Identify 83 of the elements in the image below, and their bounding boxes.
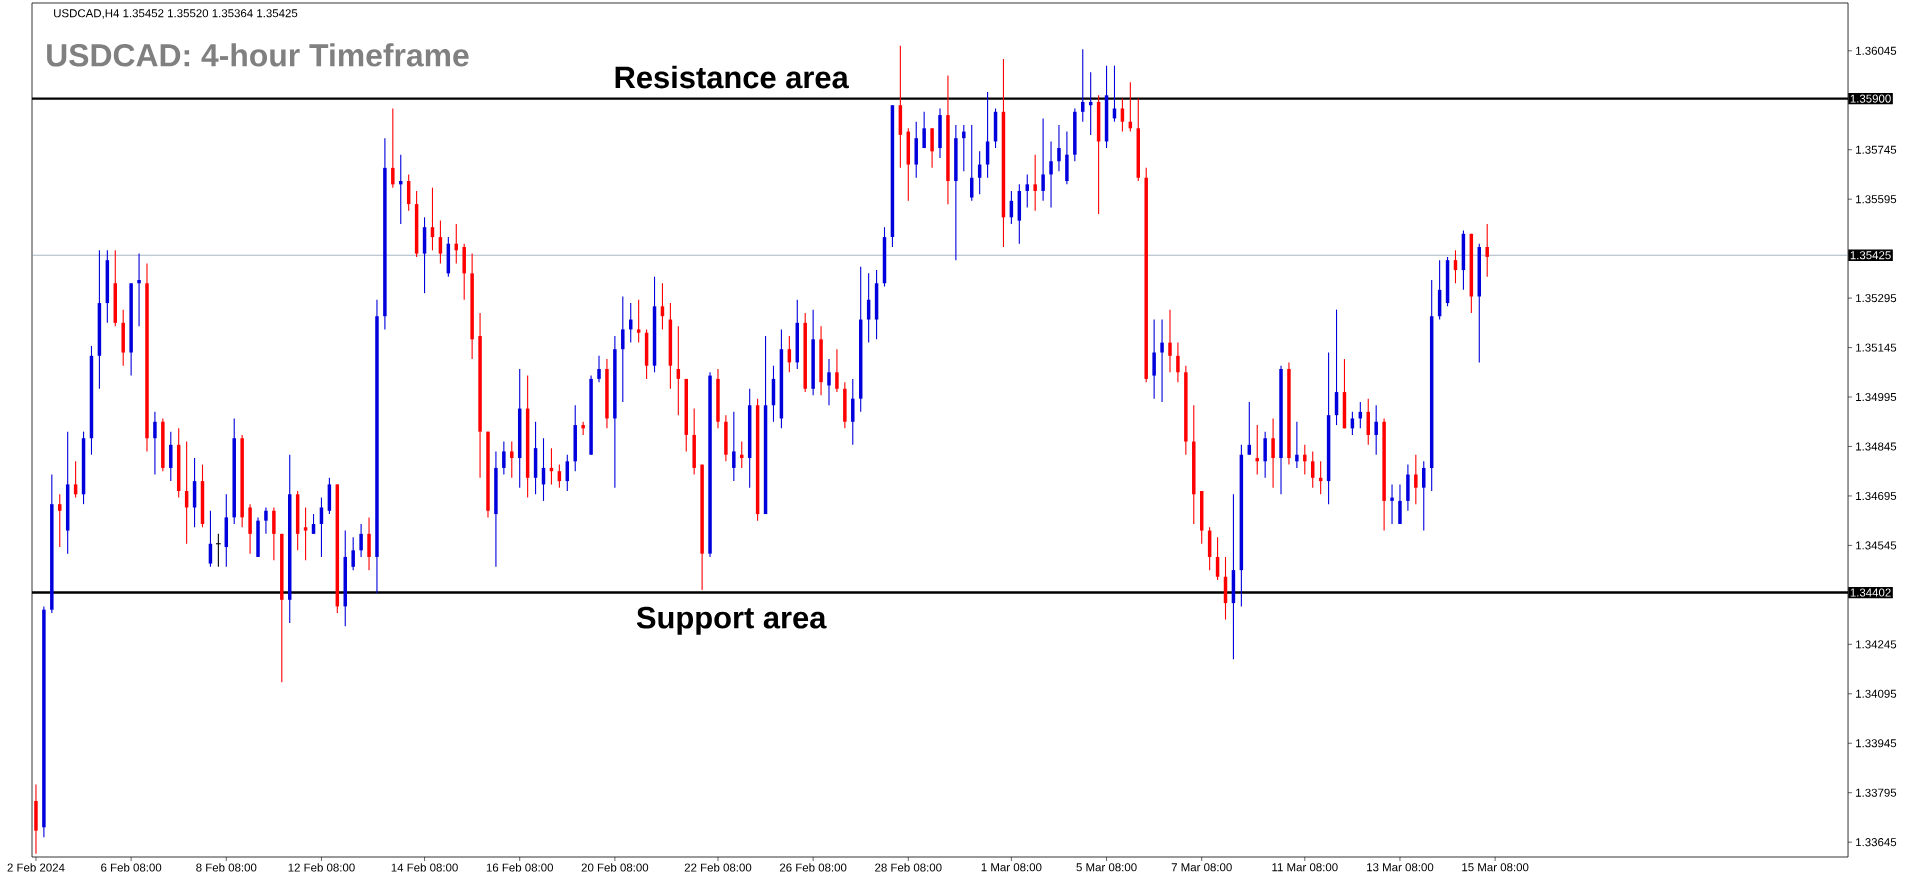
candlestick [502,440,506,476]
candlestick [303,506,308,561]
candlestick [1263,431,1267,479]
x-tick-label: 13 Mar 08:00 [1367,863,1434,872]
candlestick [1255,424,1259,476]
candlestick [399,154,403,225]
x-tick-label: 14 Feb 08:00 [391,863,458,872]
annotation: USDCAD,H4 1.35452 1.35520 1.35364 1.35425 [54,9,298,19]
ref-line-label: 1.34402 [1850,588,1891,597]
x-tick-label: 28 Feb 08:00 [875,863,942,872]
candlestick [1152,318,1156,400]
y-tick-label: 1.35595 [1856,195,1897,204]
y-tick-label: 1.35745 [1856,145,1897,154]
candlestick [740,440,744,469]
x-tick-label: 15 Mar 08:00 [1462,863,1529,872]
candlestick [272,506,276,561]
y-tick-label: 1.34545 [1856,541,1897,550]
x-tick-label: 6 Feb 08:00 [101,863,162,872]
annotation: Support area [636,606,827,635]
y-tick-label: 1.34845 [1856,442,1897,451]
candlestick [1041,117,1045,202]
candlestick [1057,124,1061,172]
ref-line-label: 1.35900 [1850,94,1891,103]
candlestick [922,111,926,149]
candlestick [835,348,839,393]
candlestick [597,355,601,383]
candlestick [1168,309,1172,373]
candlestick [137,253,141,327]
candlestick [621,295,625,403]
annotation: Resistance area [615,65,849,89]
x-tick-label: 20 Feb 08:00 [581,863,649,872]
candlestick [1422,460,1426,532]
candlestick [1271,417,1275,489]
x-tick-label: 26 Feb 08:00 [779,863,847,872]
candlestick [636,299,641,344]
candlestick [1025,173,1029,208]
y-tick-label: 1.33945 [1856,739,1897,748]
x-tick-label: 11 Mar 08:00 [1272,863,1338,872]
y-tick-label: 1.34245 [1856,640,1897,649]
y-tick-label: 1.34095 [1856,689,1897,698]
y-tick-label: 1.36045 [1856,46,1897,55]
candlestick [153,411,157,476]
candlestick [351,536,355,571]
text: USDCAD: 4-hour Timeframe [47,43,469,67]
x-tick-label: 16 Feb 08:00 [486,863,554,872]
candlestick [1390,483,1394,525]
candlestick [1176,342,1180,383]
y-tick-label: 1.34695 [1856,491,1897,500]
candlestick [732,411,736,482]
x-tick-label: 22 Feb 08:00 [684,863,752,872]
y-tick-label: 1.35145 [1856,343,1897,352]
y-tick-label: 1.34995 [1856,392,1897,402]
candlestick [391,107,395,189]
candlestick [367,516,371,571]
candlestick [1033,154,1037,212]
candlestick [359,523,363,558]
y-tick-label: 1.35295 [1856,294,1897,303]
x-tick-label: 12 Feb 08:00 [288,863,355,872]
candlestick [1295,421,1299,469]
candlestick [962,124,966,172]
candlestick [1374,404,1378,456]
candlestick [1303,444,1307,476]
candlestick [827,358,831,406]
x-tick-label: 2 Feb 2024 [7,863,65,872]
candlestick [1081,48,1085,123]
candlestick [1485,223,1489,278]
x-tick-label: 7 Mar 08:00 [1171,863,1232,872]
candlestick [851,378,855,446]
candlestick [1414,454,1418,505]
x-tick-label: 8 Feb 08:00 [196,863,257,872]
y-tick-label: 1.33795 [1856,788,1897,797]
ref-line-label: 1.35425 [1850,251,1891,260]
candlestick [1049,140,1053,208]
candlestick [169,431,173,482]
candlestick [1398,483,1402,525]
candlestick [264,506,268,535]
candlestick [58,493,62,548]
y-tick-label: 1.33645 [1856,838,1897,847]
candlestick [1160,318,1164,403]
candlestick [930,127,934,169]
x-tick-label: 5 Mar 08:00 [1076,863,1137,872]
candlestick [510,440,514,479]
x-tick-label: 1 Mar 08:00 [981,863,1042,872]
